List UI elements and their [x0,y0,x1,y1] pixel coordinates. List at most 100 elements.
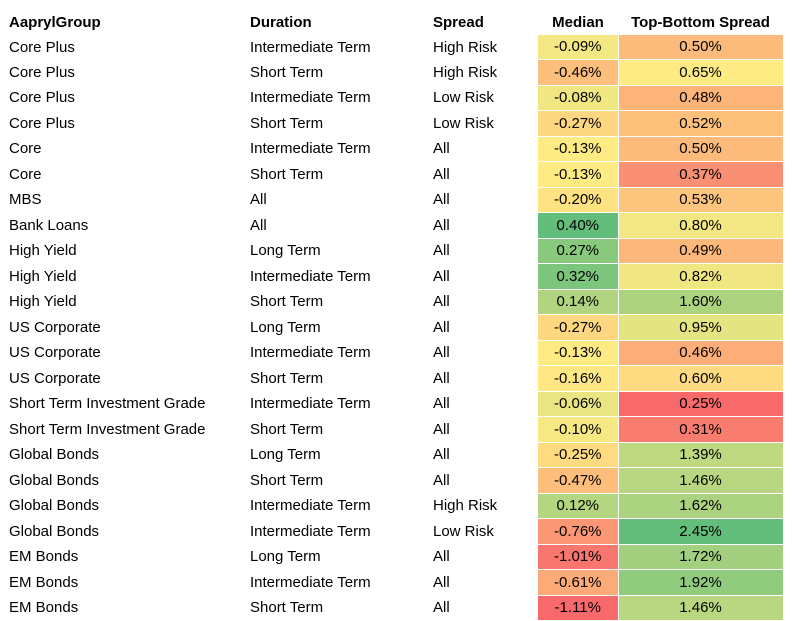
cell-median: -0.27% [538,110,619,137]
cell-duration: All [250,216,267,234]
cell-spread: All [433,140,450,158]
cell-duration: Intermediate Term [250,522,371,540]
cell-spread: All [433,548,450,566]
cell-duration: Short Term [250,165,324,183]
cell-top-bottom-spread: 1.62% [618,493,784,519]
cell-median: -0.20% [538,187,619,213]
cell-median: -0.13% [538,136,619,162]
cell-median: -0.09% [538,34,619,60]
cell-median: -0.08% [538,85,619,111]
cell-spread: High Risk [433,497,498,515]
cell-duration: Intermediate Term [250,497,371,515]
cell-top-bottom-spread: 0.25% [618,391,784,417]
cell-spread: High Risk [433,63,498,81]
cell-median: -0.10% [538,416,619,443]
cell-spread: All [433,446,450,464]
table-row: US Corporate Short Term All -0.16% 0.60% [0,365,784,392]
cell-spread: All [433,242,450,260]
cell-duration: Intermediate Term [250,267,371,285]
cell-group: High Yield [9,293,77,311]
cell-spread: All [433,165,450,183]
cell-spread: All [433,318,450,336]
cell-group: Short Term Investment Grade [9,420,206,438]
header-spread: Spread [433,13,484,31]
header-median: Median [552,13,604,31]
table-row: EM Bonds Intermediate Term All -0.61% 1.92% [0,569,784,596]
cell-median: -1.11% [538,595,619,621]
heatmap-table: AaprylGroup Duration Spread Median Top-B… [0,10,784,621]
header-group: AaprylGroup [9,13,101,31]
cell-spread: All [433,395,450,413]
cell-group: Short Term Investment Grade [9,395,206,413]
table-row: Global Bonds Intermediate Term Low Risk -0.… [0,518,784,545]
cell-group: High Yield [9,267,77,285]
cell-top-bottom-spread: 0.82% [618,263,784,290]
table-row: Bank Loans All All 0.40% 0.80% [0,212,784,239]
cell-spread: All [433,599,450,617]
cell-duration: Intermediate Term [250,344,371,362]
cell-duration: Short Term [250,63,324,81]
cell-top-bottom-spread: 1.60% [618,289,784,315]
cell-spread: High Risk [433,38,498,56]
cell-median: -0.61% [538,569,619,596]
cell-spread: All [433,191,450,209]
cell-median: -0.27% [538,314,619,341]
cell-group: Core Plus [9,63,75,81]
table-row: Short Term Investment Grade Intermediate … [0,391,784,417]
table-row: EM Bonds Short Term All -1.11% 1.46% [0,595,784,621]
cell-top-bottom-spread: 0.60% [618,365,784,392]
table-row: Core Plus Intermediate Term High Risk -0.09… [0,34,784,60]
table-row: MBS All All -0.20% 0.53% [0,187,784,213]
cell-top-bottom-spread: 0.48% [618,85,784,111]
cell-spread: All [433,293,450,311]
cell-group: Bank Loans [9,216,89,234]
table-row: Global Bonds Short Term All -0.47% 1.46% [0,467,784,494]
cell-median: -0.13% [538,161,619,188]
cell-group: US Corporate [9,318,101,336]
cell-median: -0.47% [538,467,619,494]
cell-top-bottom-spread: 0.53% [618,187,784,213]
table-row: Core Plus Short Term Low Risk -0.27% 0.52% [0,110,784,137]
cell-median: -0.25% [538,442,619,468]
cell-spread: Low Risk [433,522,494,540]
table-body: Core Plus Intermediate Term High Risk -0.09… [0,34,784,621]
cell-median: -0.13% [538,340,619,366]
cell-median: 0.12% [538,493,619,519]
cell-duration: Intermediate Term [250,395,371,413]
cell-spread: All [433,471,450,489]
cell-duration: Short Term [250,471,324,489]
cell-group: Core Plus [9,38,75,56]
table-row: Core Plus Short Term High Risk -0.46% 0.65% [0,59,784,86]
cell-group: Core [9,165,42,183]
cell-duration: Long Term [250,242,321,260]
cell-group: Global Bonds [9,446,100,464]
cell-spread: All [433,420,450,438]
cell-spread: All [433,344,450,362]
table-row: High Yield Short Term All 0.14% 1.60% [0,289,784,315]
cell-duration: Long Term [250,446,321,464]
cell-median: 0.14% [538,289,619,315]
cell-group: Core Plus [9,114,75,132]
cell-duration: Short Term [250,114,324,132]
cell-top-bottom-spread: 1.46% [618,595,784,621]
table-row: Short Term Investment Grade Short Term All… [0,416,784,443]
cell-median: -0.06% [538,391,619,417]
cell-top-bottom-spread: 0.46% [618,340,784,366]
cell-median: -0.46% [538,59,619,86]
cell-duration: Intermediate Term [250,573,371,591]
cell-duration: Intermediate Term [250,89,371,107]
cell-spread: All [433,369,450,387]
cell-duration: Short Term [250,369,324,387]
header-row: AaprylGroup Duration Spread Median Top-B… [0,10,783,35]
cell-top-bottom-spread: 0.37% [618,161,784,188]
table-row: US Corporate Long Term All -0.27% 0.95% [0,314,784,341]
cell-top-bottom-spread: 1.72% [618,544,784,570]
cell-group: US Corporate [9,344,101,362]
cell-duration: All [250,191,267,209]
cell-top-bottom-spread: 0.49% [618,238,784,264]
header-duration: Duration [250,13,312,31]
cell-top-bottom-spread: 0.50% [618,136,784,162]
cell-group: Core Plus [9,89,75,107]
cell-group: Core [9,140,42,158]
table-row: EM Bonds Long Term All -1.01% 1.72% [0,544,784,570]
